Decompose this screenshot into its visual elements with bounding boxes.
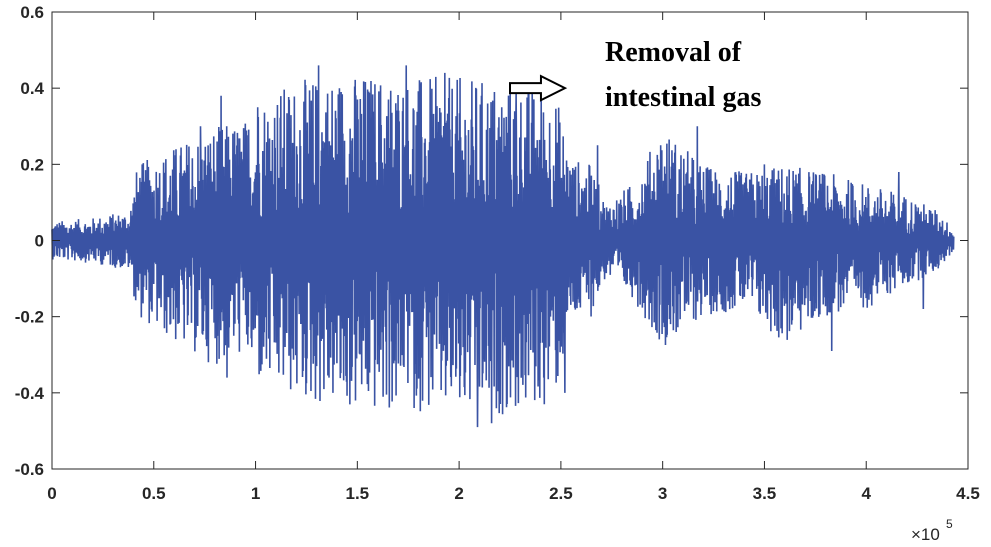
x-tick-label: 1.5 (346, 484, 370, 503)
annotation-text-line-1: Removal of (605, 37, 742, 68)
y-tick-label: -0.4 (15, 384, 45, 403)
y-tick-label: 0 (35, 232, 44, 251)
y-tick-label: 0.4 (20, 79, 44, 98)
x-tick-label: 0.5 (142, 484, 166, 503)
x-axis-exponent-power: 5 (946, 517, 953, 531)
x-tick-label: 4 (861, 484, 871, 503)
x-axis-exponent-base: ×10 (911, 525, 940, 544)
x-tick-label: 4.5 (956, 484, 980, 503)
y-tick-label: 0.6 (20, 3, 44, 22)
signal-line (51, 65, 955, 428)
x-tick-label: 2.5 (549, 484, 573, 503)
annotation-arrow (509, 74, 568, 102)
y-tick-label: -0.2 (15, 308, 44, 327)
annotation: Removal of intestinal gas (509, 37, 761, 113)
x-tick-label: 1 (251, 484, 260, 503)
x-tick-label: 2 (454, 484, 463, 503)
x-tick-label: 3.5 (753, 484, 777, 503)
x-tick-label: 3 (658, 484, 667, 503)
signal-series (51, 65, 955, 428)
y-tick-label: -0.6 (15, 460, 44, 479)
annotation-text-line-2: intestinal gas (605, 82, 761, 113)
axis-ticks: 0 0.5 1 1.5 2 2.5 3 3.5 4 4.5 -0.6 -0.4 -0.2 0 0.2 0.4 0… (15, 3, 980, 503)
x-tick-label: 0 (47, 484, 56, 503)
y-tick-label: 0.2 (20, 155, 44, 174)
